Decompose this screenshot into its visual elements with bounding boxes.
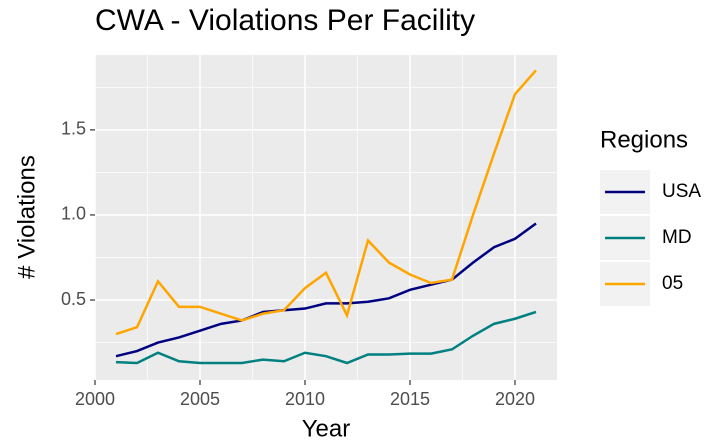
line	[115, 310, 537, 365]
x-tick-label: 2000	[75, 389, 115, 409]
legend-title: Regions	[600, 126, 688, 153]
x-tick-label: 2015	[390, 389, 430, 409]
y-tick-label: 1.5	[61, 119, 86, 139]
panel	[95, 55, 557, 380]
lines	[115, 69, 537, 365]
line	[115, 222, 537, 358]
legend-label: MD	[662, 227, 692, 248]
legend-label: 05	[662, 273, 683, 294]
y-tick-label: 0.5	[61, 289, 86, 309]
x-tick-label: 2010	[285, 389, 325, 409]
y-tick-label: 1.0	[61, 204, 86, 224]
line	[115, 69, 537, 336]
chart-title: CWA - Violations Per Facility	[95, 4, 475, 37]
x-tick-label: 2020	[495, 389, 535, 409]
legend-label: USA	[662, 181, 701, 202]
x-axis-label: Year	[302, 415, 351, 442]
x-tick-label: 2005	[180, 389, 220, 409]
y-axis-label: # Violations	[13, 155, 40, 279]
